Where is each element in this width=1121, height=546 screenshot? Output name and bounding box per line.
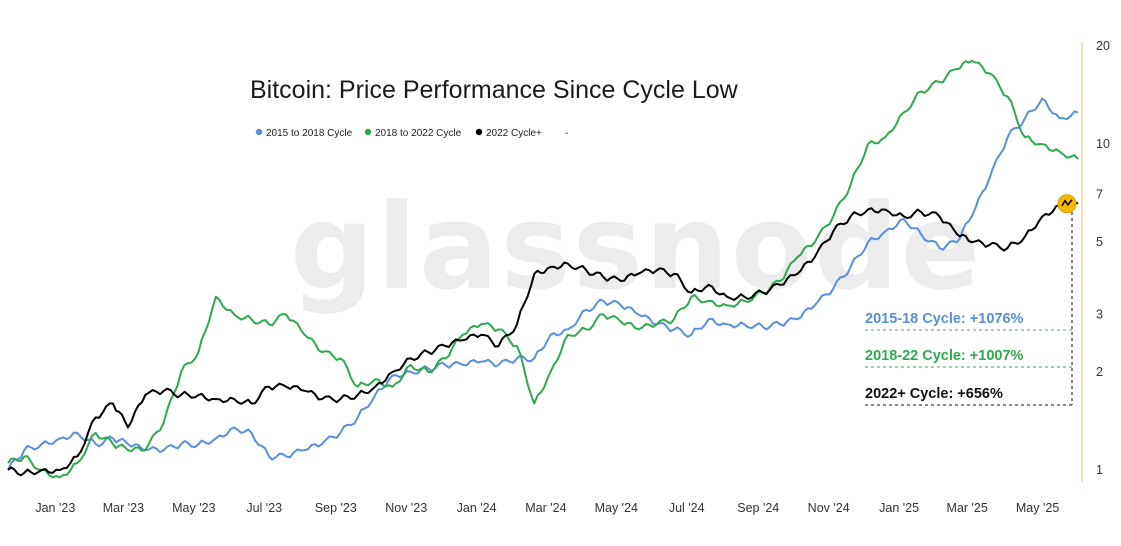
annotation-2018: 2018-22 Cycle: +1007% bbox=[865, 348, 1024, 364]
series-line-2 bbox=[7, 200, 1079, 477]
y-tick-label: 7 bbox=[1096, 188, 1103, 202]
x-tick-label: Jul '23 bbox=[246, 501, 282, 515]
x-tick-label: Mar '24 bbox=[525, 501, 566, 515]
x-tick-label: May '24 bbox=[595, 501, 638, 515]
legend-marker-2018 bbox=[364, 128, 372, 136]
legend: 2015 to 2018 Cycle 2018 to 2022 Cycle 20… bbox=[255, 128, 568, 139]
chart-title: Bitcoin: Price Performance Since Cycle L… bbox=[250, 76, 739, 104]
legend-label-2018: 2018 to 2022 Cycle bbox=[375, 128, 462, 139]
current-value-marker-line bbox=[1061, 199, 1073, 207]
x-tick-label: Jan '23 bbox=[35, 501, 75, 515]
legend-label-2015: 2015 to 2018 Cycle bbox=[266, 128, 353, 139]
watermark: glassnode bbox=[290, 178, 983, 316]
y-tick-label: 1 bbox=[1096, 463, 1103, 477]
annotations: 2015-18 Cycle: +1076% 2018-22 Cycle: +10… bbox=[865, 206, 1073, 406]
x-tick-label: Jan '25 bbox=[879, 501, 919, 515]
legend-marker-2022 bbox=[475, 128, 483, 136]
y-tick-label: 20 bbox=[1096, 39, 1110, 53]
y-tick-label: 5 bbox=[1096, 235, 1103, 249]
legend-label-2022: 2022 Cycle+ bbox=[486, 128, 542, 139]
series-line-0 bbox=[7, 97, 1079, 471]
x-tick-label: Nov '24 bbox=[808, 501, 850, 515]
y-tick-label: 10 bbox=[1096, 137, 1110, 151]
annotation-2015: 2015-18 Cycle: +1076% bbox=[865, 311, 1024, 327]
legend-label-extra: - bbox=[565, 128, 568, 139]
series-line-1 bbox=[7, 59, 1079, 479]
x-tick-label: Mar '23 bbox=[103, 501, 144, 515]
x-tick-label: Sep '24 bbox=[737, 501, 779, 515]
annotation-2022: 2022+ Cycle: +656% bbox=[865, 386, 1003, 402]
x-tick-label: May '25 bbox=[1016, 501, 1059, 515]
y-tick-label: 2 bbox=[1096, 365, 1103, 379]
x-tick-label: Sep '23 bbox=[315, 501, 357, 515]
y-tick-label: 3 bbox=[1096, 308, 1103, 322]
x-tick-label: Jul '24 bbox=[669, 501, 705, 515]
legend-marker-2015 bbox=[255, 128, 263, 136]
x-tick-label: May '23 bbox=[172, 501, 215, 515]
x-tick-label: Nov '23 bbox=[385, 501, 427, 515]
x-tick-label: Mar '25 bbox=[947, 501, 988, 515]
x-tick-label: Jan '24 bbox=[457, 501, 497, 515]
